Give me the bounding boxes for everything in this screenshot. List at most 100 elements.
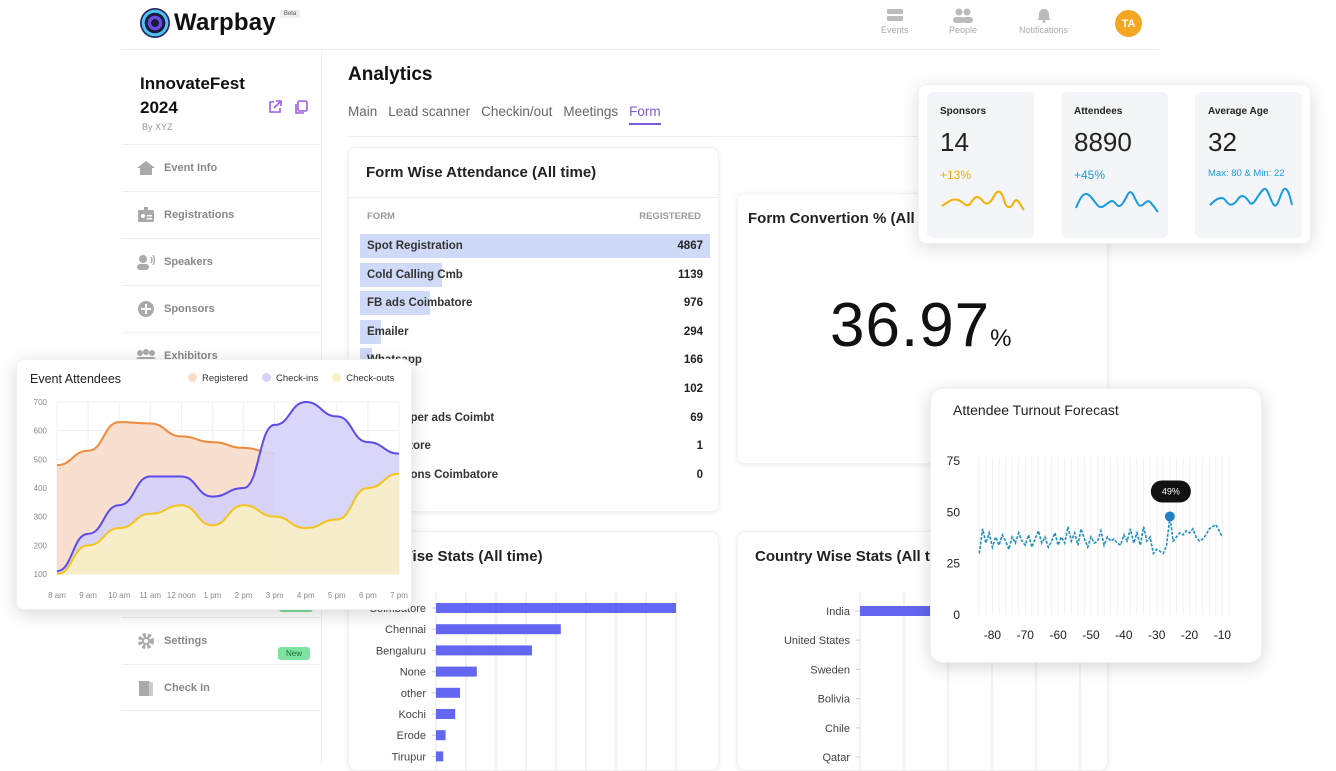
speaker-icon bbox=[136, 253, 156, 271]
registered-count: 0 bbox=[697, 469, 703, 481]
forecast-line bbox=[979, 516, 1222, 553]
stat-value: 32 bbox=[1208, 127, 1302, 158]
bar-label: other bbox=[401, 688, 426, 700]
sidebar-item-event-info[interactable]: Event Info bbox=[122, 144, 320, 191]
legend-item: Check-ins bbox=[262, 373, 318, 384]
sidebar-item-speakers[interactable]: Speakers bbox=[122, 238, 320, 285]
bar-label: Erode bbox=[397, 730, 426, 742]
user-avatar[interactable]: TA bbox=[1115, 10, 1142, 37]
bar bbox=[436, 688, 460, 698]
x-tick-label: 2 pm bbox=[235, 591, 253, 600]
event-attendees-legend: Registered Check-ins Check-outs bbox=[188, 373, 394, 384]
external-link-icon[interactable] bbox=[268, 100, 282, 114]
x-tick-label: -70 bbox=[1017, 628, 1035, 642]
bar bbox=[436, 667, 477, 677]
tab-form[interactable]: Form bbox=[629, 104, 661, 125]
legend-item: Check-outs bbox=[332, 373, 394, 384]
y-tick-label: 200 bbox=[34, 541, 48, 550]
x-tick-label: 5 pm bbox=[328, 591, 346, 600]
gear-icon bbox=[136, 632, 156, 650]
x-tick-label: -20 bbox=[1181, 628, 1199, 642]
table-row: Whatsapp166 bbox=[360, 348, 710, 372]
x-tick-label: 8 am bbox=[48, 591, 66, 600]
plus-circle-icon bbox=[136, 300, 156, 318]
tab-checkin-out[interactable]: Checkin/out bbox=[481, 104, 552, 125]
brand-logo[interactable]: Warpbay Beta bbox=[140, 8, 300, 38]
nav-people[interactable]: People bbox=[949, 8, 977, 35]
stat-card-attendees: Attendees 8890 +45% bbox=[1061, 92, 1168, 238]
stat-label: Average Age bbox=[1208, 106, 1302, 117]
event-attendees-card: Event Attendees Registered Check-ins Che… bbox=[16, 359, 412, 610]
sparkline bbox=[1208, 183, 1294, 213]
x-tick-label: 7 pm bbox=[390, 591, 408, 600]
registered-count: 294 bbox=[684, 326, 703, 338]
house-icon bbox=[136, 159, 156, 177]
y-tick-label: 700 bbox=[34, 398, 48, 407]
events-icon bbox=[886, 8, 904, 23]
bar-label: Chennai bbox=[385, 624, 426, 636]
registered-count: 976 bbox=[684, 297, 703, 309]
conversion-unit: % bbox=[990, 325, 1012, 352]
conversion-number: 36.97 bbox=[830, 291, 990, 360]
event-title: InnovateFest 2024 bbox=[140, 72, 260, 120]
sidebar-item-check-in[interactable]: Check In bbox=[122, 664, 320, 711]
bar-label: Bolivia bbox=[818, 694, 851, 706]
bar bbox=[436, 730, 446, 740]
col-registered-header: REGISTERED bbox=[639, 211, 701, 222]
sparkline bbox=[1074, 184, 1160, 214]
highlight-point bbox=[1165, 511, 1175, 521]
bar-label: Bengaluru bbox=[376, 645, 426, 657]
id-card-icon bbox=[136, 206, 156, 224]
stat-value: 8890 bbox=[1074, 127, 1168, 158]
people-icon bbox=[953, 8, 973, 23]
copy-icon[interactable] bbox=[294, 100, 308, 114]
sidebar-item-label: Check In bbox=[164, 682, 210, 694]
col-form-header: FORM bbox=[367, 211, 395, 222]
nav-notifications-label: Notifications bbox=[1019, 25, 1068, 35]
bar bbox=[436, 624, 561, 634]
tab-lead-scanner[interactable]: Lead scanner bbox=[388, 104, 470, 125]
y-tick-label: 300 bbox=[34, 513, 48, 522]
page-title: Analytics bbox=[348, 64, 432, 86]
form-name: Cold Calling Cmb bbox=[367, 269, 463, 281]
tab-meetings[interactable]: Meetings bbox=[563, 104, 618, 125]
beta-badge: Beta bbox=[280, 10, 300, 18]
bar-label: Chile bbox=[825, 723, 850, 735]
tab-main[interactable]: Main bbox=[348, 104, 377, 125]
stat-label: Attendees bbox=[1074, 106, 1168, 117]
x-tick-label: -30 bbox=[1148, 628, 1166, 642]
sidebar-item-registrations[interactable]: Registrations bbox=[122, 191, 320, 238]
stat-label: Sponsors bbox=[940, 106, 1034, 117]
registered-count: 4867 bbox=[677, 240, 703, 252]
nav-events[interactable]: Events bbox=[881, 8, 909, 35]
y-tick-label: 100 bbox=[34, 570, 48, 579]
bar-label: Tirupur bbox=[392, 751, 427, 763]
city-wise-chart: CoimbatoreChennaiBengaluruNoneotherKochi… bbox=[349, 592, 719, 771]
sidebar-item-label: Speakers bbox=[164, 256, 213, 268]
x-tick-label: 12 noon bbox=[167, 591, 196, 600]
x-tick-label: 9 am bbox=[79, 591, 97, 600]
sidebar-item-sponsors[interactable]: Sponsors bbox=[122, 285, 320, 332]
warpbay-logo-icon bbox=[140, 8, 170, 38]
x-tick-label: -10 bbox=[1214, 628, 1232, 642]
y-tick-label: 400 bbox=[34, 484, 48, 493]
registered-count: 69 bbox=[690, 412, 703, 424]
nav-notifications[interactable]: Notifications bbox=[1019, 8, 1068, 35]
x-tick-label: -50 bbox=[1082, 628, 1100, 642]
conversion-value: 36.97% bbox=[830, 290, 1013, 361]
bar-label: Sweden bbox=[810, 664, 850, 676]
stat-value: 14 bbox=[940, 127, 1034, 158]
bar bbox=[436, 751, 443, 761]
sidebar-item-label: Settings bbox=[164, 635, 207, 647]
sidebar-item-label: Sponsors bbox=[164, 303, 215, 315]
legend-label: Check-ins bbox=[276, 373, 318, 384]
nav-people-label: People bbox=[949, 25, 977, 35]
event-organizer: By XYZ bbox=[142, 122, 173, 132]
x-tick-label: 6 pm bbox=[359, 591, 377, 600]
